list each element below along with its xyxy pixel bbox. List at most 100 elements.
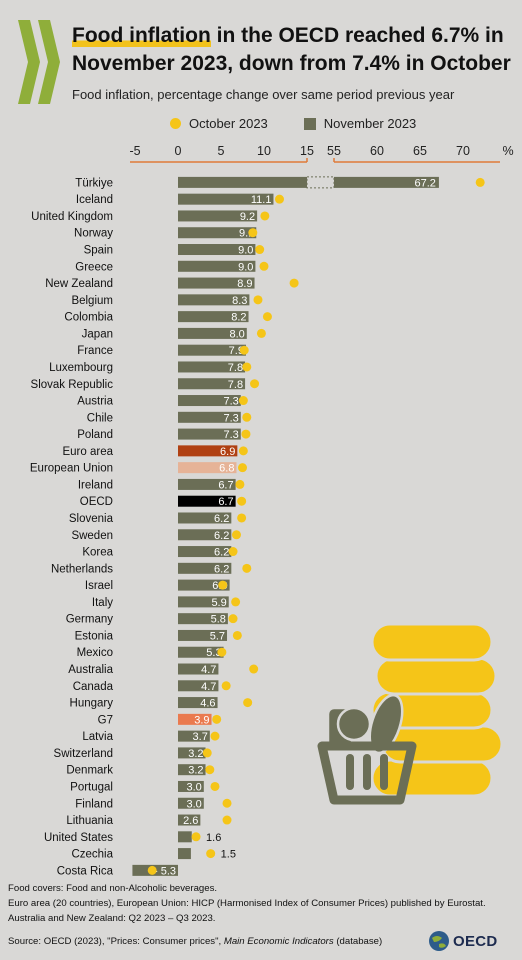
bar xyxy=(178,395,241,407)
bar xyxy=(178,747,206,759)
bar xyxy=(178,176,307,188)
october-dot xyxy=(238,463,247,473)
source-suffix: (database) xyxy=(333,936,383,947)
bar xyxy=(178,780,204,792)
october-dot xyxy=(210,731,220,741)
bar-value-label: 7.3 xyxy=(223,396,238,408)
october-dot xyxy=(238,396,248,406)
oecd-chevrons-logo xyxy=(18,20,60,104)
bar-value-label: 3.2 xyxy=(188,748,203,760)
bar xyxy=(178,277,255,289)
x-tick-label: 10 xyxy=(257,144,271,158)
october-dot xyxy=(205,765,215,775)
bar-value-label: 7.8 xyxy=(228,362,243,374)
october-dot xyxy=(242,412,252,422)
october-dot xyxy=(228,547,238,557)
october-dot xyxy=(218,580,228,590)
bar xyxy=(178,260,256,272)
chart-legend: October 2023 November 2023 xyxy=(170,116,416,131)
november-legend-swatch xyxy=(303,117,316,130)
bar-value-label: 3.9 xyxy=(194,714,209,726)
bar xyxy=(178,327,247,339)
bar-value-label: 6.8 xyxy=(219,463,234,475)
bar-value-label: 2.6 xyxy=(183,815,198,827)
category-label: Ireland xyxy=(78,479,113,491)
october-dot xyxy=(242,563,252,573)
category-label: Iceland xyxy=(76,194,113,206)
october-dot xyxy=(255,245,265,255)
category-label: Sweden xyxy=(71,530,113,542)
category-label: Estonia xyxy=(75,630,114,642)
footnote-1: Food covers: Food and non-Alcoholic beve… xyxy=(8,883,218,894)
bar xyxy=(178,613,228,625)
bar-value-label: 9.0 xyxy=(238,245,253,257)
october-dot xyxy=(202,748,212,758)
october-legend-label: October 2023 xyxy=(189,116,268,131)
bar-value-label: 6.7 xyxy=(218,479,233,491)
october-dot xyxy=(232,630,242,640)
category-label: Latvia xyxy=(82,731,113,743)
category-label: Slovenia xyxy=(69,513,114,525)
category-label: Costa Rica xyxy=(57,865,114,877)
bar xyxy=(178,227,257,239)
bar xyxy=(178,210,258,222)
bar xyxy=(178,596,229,608)
category-label: Denmark xyxy=(66,765,113,777)
category-label: United Kingdom xyxy=(31,211,113,223)
x-tick-label: -5 xyxy=(129,144,140,158)
october-dot xyxy=(237,513,247,523)
bar xyxy=(178,462,237,474)
source-note: Source: OECD (2023), "Prices: Consumer p… xyxy=(8,936,428,947)
title-highlight: Food inflation xyxy=(72,24,211,47)
category-label: Türkiye xyxy=(75,177,113,189)
october-dot xyxy=(256,328,266,338)
october-dot xyxy=(228,614,238,624)
october-dot xyxy=(259,261,269,271)
category-label: Lithuania xyxy=(66,815,113,827)
x-tick-label: 5 xyxy=(218,144,225,158)
bar xyxy=(334,176,439,188)
bar-value-label: 6.2 xyxy=(214,513,229,525)
october-dot xyxy=(250,379,260,389)
bar xyxy=(178,244,256,256)
bar-value-label: 4.7 xyxy=(201,681,216,693)
category-label: Hungary xyxy=(70,698,114,710)
bar-value-label: 8.2 xyxy=(231,312,246,324)
bar-value-label: 6.9 xyxy=(220,446,235,458)
bar xyxy=(178,797,204,809)
bar xyxy=(178,764,206,776)
bar xyxy=(178,546,232,558)
bar xyxy=(178,193,274,205)
bar-value-label: 3.7 xyxy=(193,731,208,743)
october-dot xyxy=(260,211,270,221)
october-dot xyxy=(243,698,253,708)
category-label: Chile xyxy=(87,412,113,424)
category-label: Czechia xyxy=(71,849,113,861)
category-label: Austria xyxy=(77,396,113,408)
october-dot xyxy=(289,278,299,288)
october-legend-dot xyxy=(170,118,181,129)
bar xyxy=(178,344,246,356)
category-label: Norway xyxy=(74,228,113,240)
october-dot xyxy=(231,530,241,540)
category-label: Canada xyxy=(73,681,114,693)
category-label: G7 xyxy=(98,714,113,726)
title-line1: in the OECD reached 6.7% in xyxy=(210,24,504,47)
bar xyxy=(178,831,192,843)
bar xyxy=(178,311,249,323)
bar xyxy=(178,697,218,709)
bar-value-label: 9.0 xyxy=(238,261,253,273)
bar xyxy=(178,680,219,692)
category-label: Israel xyxy=(85,580,113,592)
october-dot xyxy=(235,479,245,489)
bar-value-label: - 5.3 xyxy=(154,865,176,877)
bar xyxy=(178,579,230,591)
chart-title: Food inflation in the OECD reached 6.7% … xyxy=(72,22,512,78)
bar xyxy=(178,713,212,725)
x-tick-label: 70 xyxy=(456,144,470,158)
category-label: Luxembourg xyxy=(49,362,113,374)
bar xyxy=(178,814,201,826)
bar xyxy=(178,445,238,457)
october-dot xyxy=(242,362,252,372)
category-label: Italy xyxy=(92,597,113,609)
